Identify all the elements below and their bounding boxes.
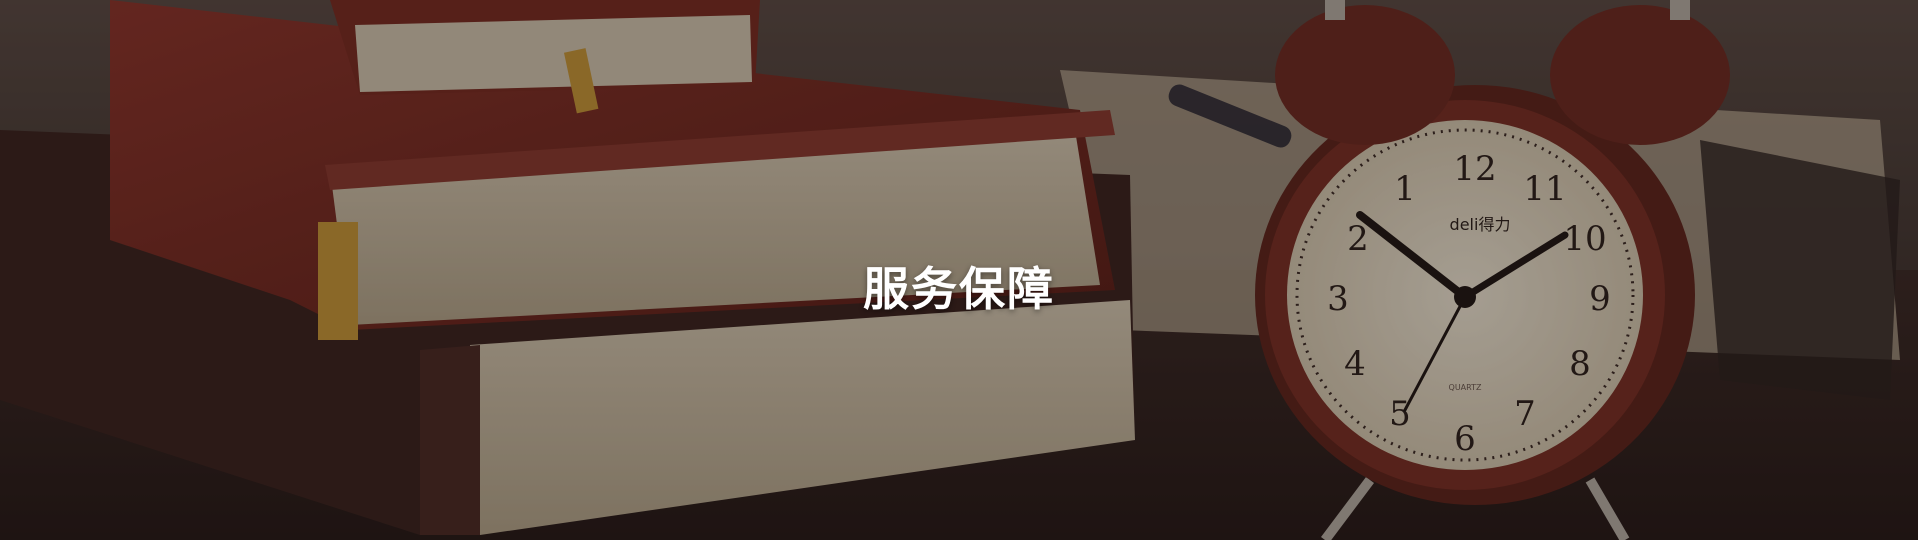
clock-brand: deli得力 [1450, 215, 1511, 234]
book-stack-icon [0, 0, 1135, 535]
clock-numeral-5: 5 [1389, 394, 1411, 434]
clock-numeral-4: 4 [1344, 344, 1366, 384]
clock-label: QUARTZ [1449, 383, 1482, 392]
clock-numeral-1: 1 [1394, 169, 1416, 209]
clock-numeral-12: 12 [1453, 149, 1496, 189]
clock-numeral-7: 7 [1514, 394, 1536, 434]
clock-numeral-6: 6 [1454, 419, 1476, 459]
clock-numeral-2: 2 [1347, 219, 1369, 259]
clock-numeral-11: 11 [1523, 169, 1566, 209]
clock-numeral-8: 8 [1569, 344, 1591, 384]
banner-title: 服务保障 [863, 261, 1055, 316]
clock-numeral-9: 9 [1589, 279, 1611, 319]
clock-numeral-3: 3 [1327, 279, 1349, 319]
alarm-clock-icon: 12 1 2 3 4 5 6 7 8 9 10 11 deli得力 QUARTZ [1255, 0, 1730, 540]
clock-numeral-10: 10 [1563, 219, 1606, 259]
